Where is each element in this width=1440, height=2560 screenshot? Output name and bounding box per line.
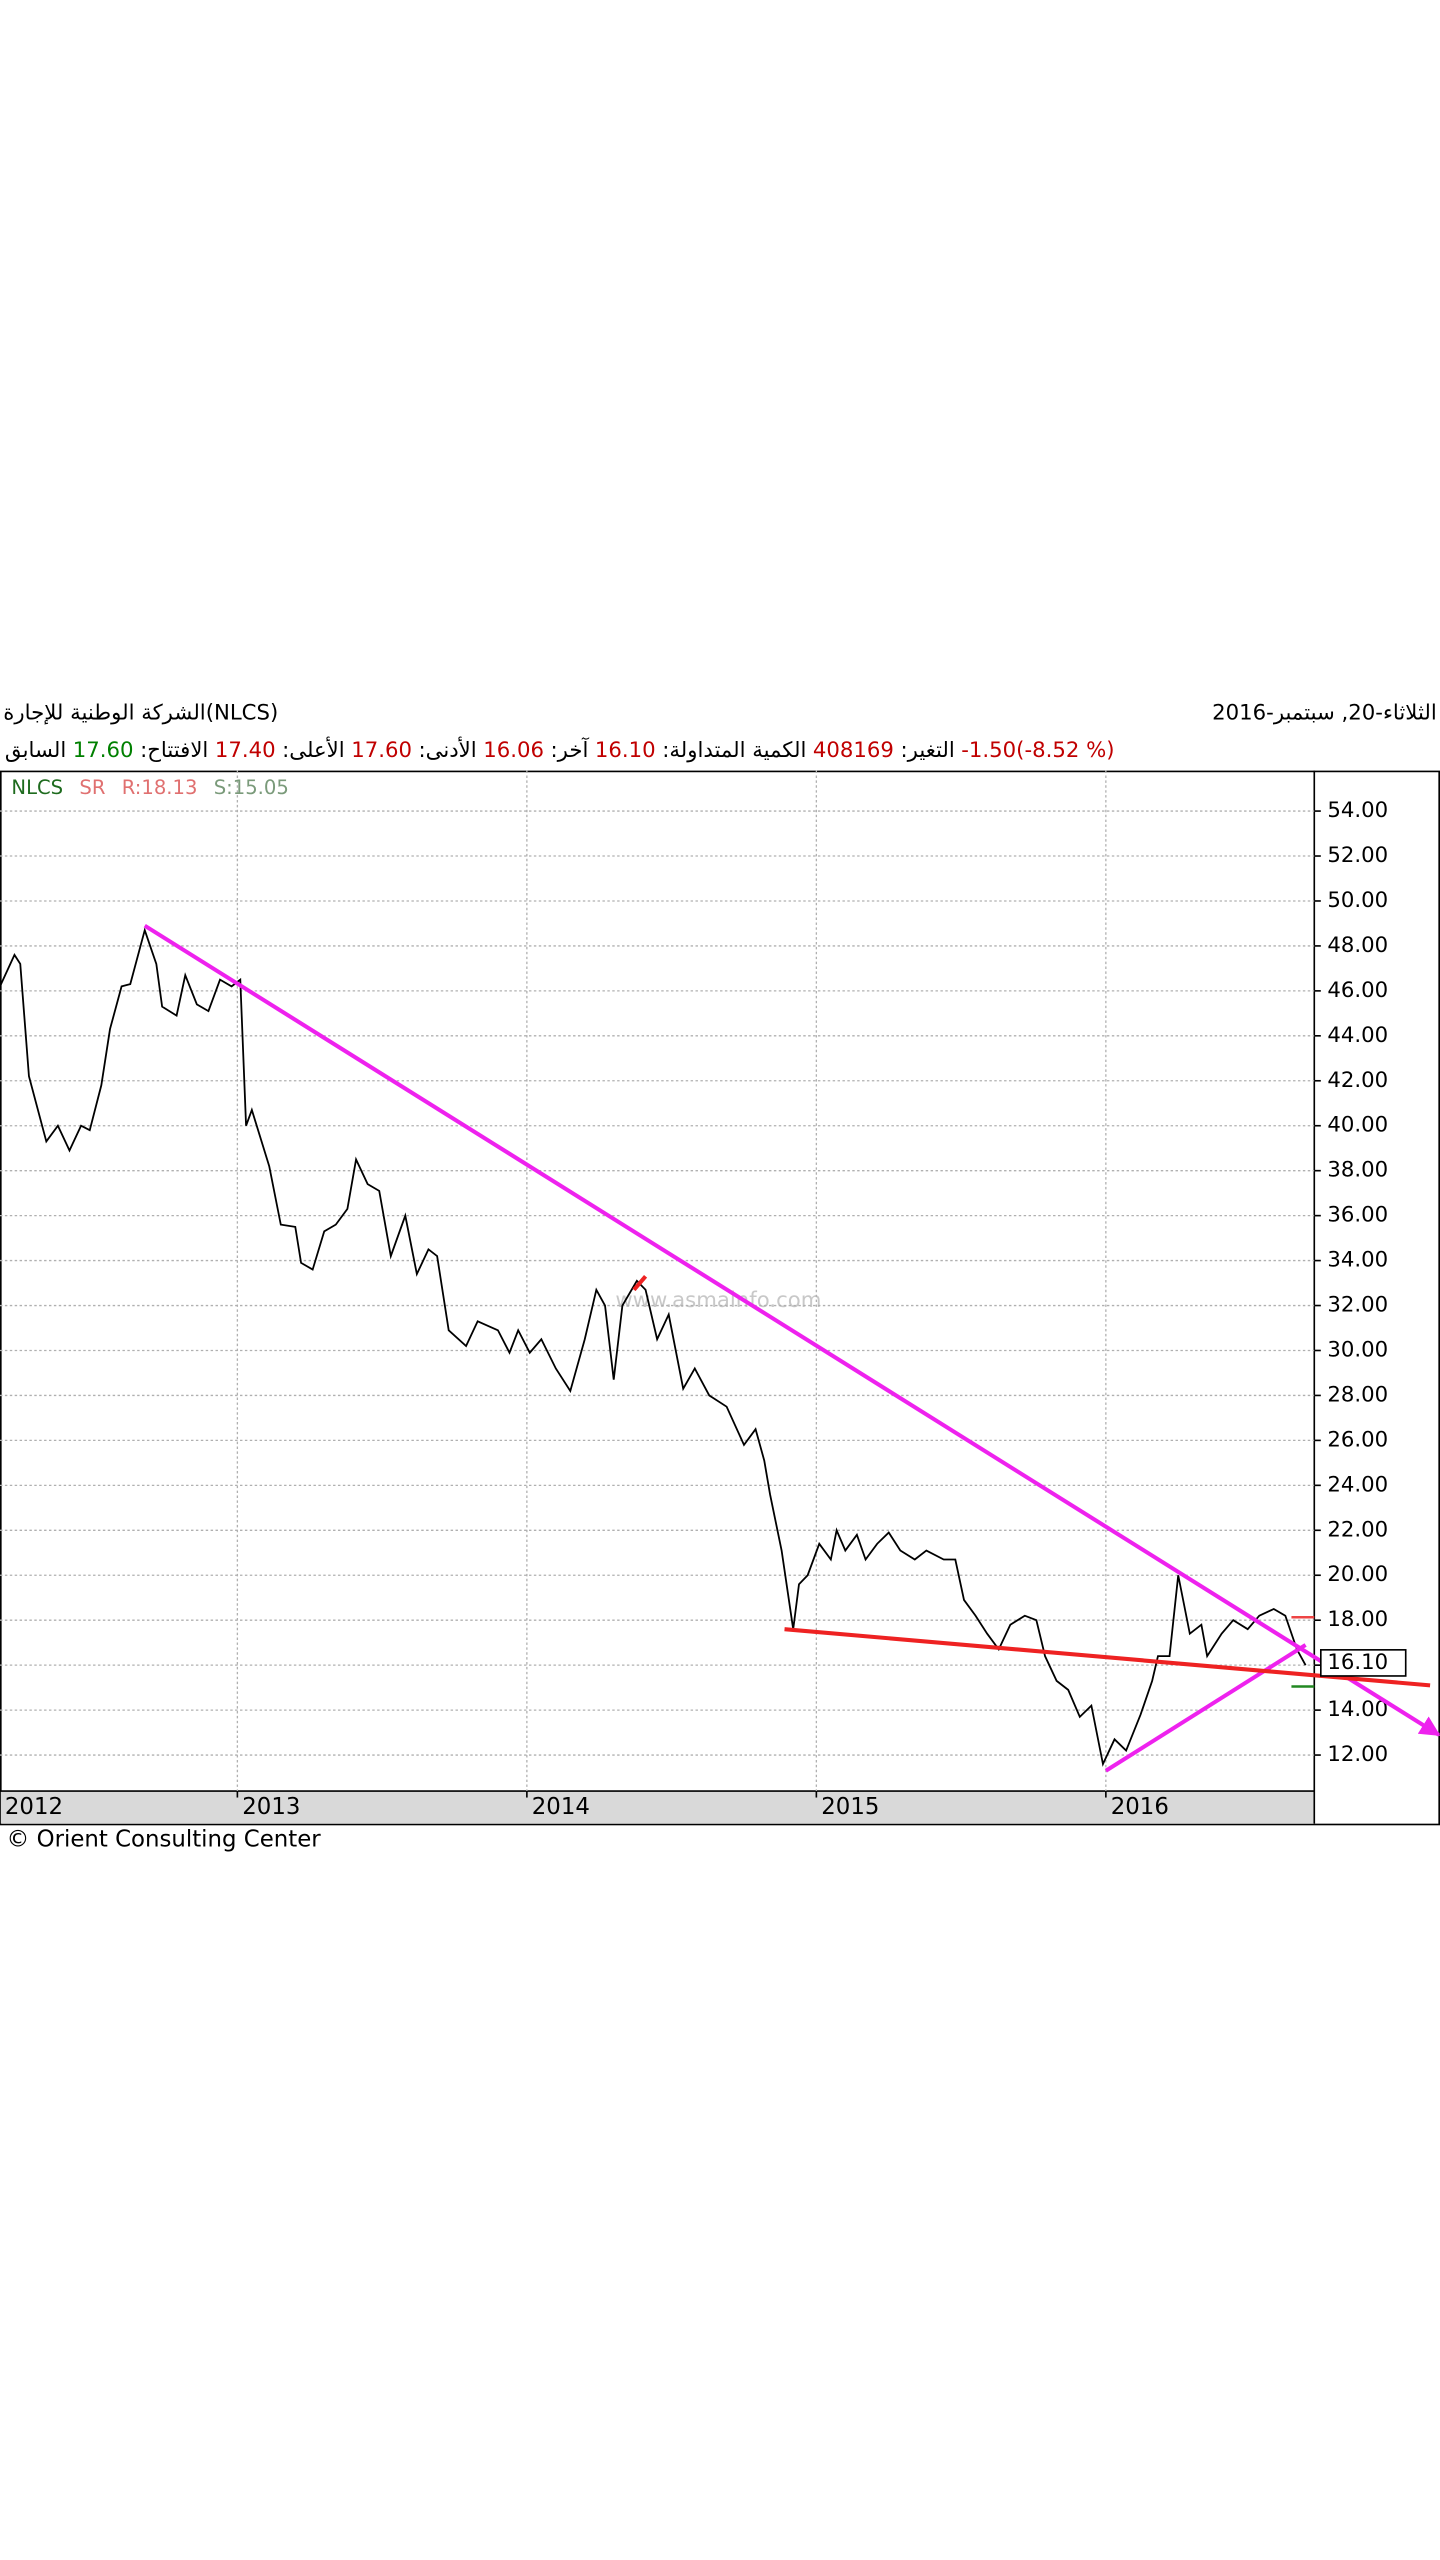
quote-item: :الكمية المتداولة	[662, 738, 806, 763]
legend-item: SR	[79, 776, 105, 799]
y-tick-label: 54.00	[1327, 798, 1388, 823]
trend-line	[143, 923, 1440, 1737]
plot-area	[0, 927, 1307, 1767]
quote-item: 17.60	[73, 738, 134, 763]
y-tick-label: 22.00	[1327, 1517, 1388, 1542]
y-tick-label: 30.00	[1327, 1337, 1388, 1362]
last-price-box	[1319, 1649, 1407, 1677]
quote-item: السابق	[5, 738, 66, 763]
trend-line	[632, 1274, 648, 1292]
y-tick-label: 36.00	[1327, 1203, 1388, 1228]
y-tick-label: 40.00	[1327, 1113, 1388, 1138]
last-price-label: 16.10	[1327, 1650, 1388, 1675]
y-tick-label: 44.00	[1327, 1023, 1388, 1048]
footer: © Orient Consulting Center	[7, 1826, 322, 1852]
chart-body: www.asmainfo.com الثلاثاء-20, سبتمبر-201…	[0, 700, 1440, 1852]
quote-item: :الافتتاح	[140, 738, 208, 763]
y-tick-label: 28.00	[1327, 1382, 1388, 1407]
quote-item: :آخر	[551, 736, 590, 763]
y-tick-label: 24.00	[1327, 1472, 1388, 1497]
quote-item: :التغير	[900, 738, 954, 763]
quote-item: 17.60	[351, 738, 412, 763]
x-tick-label: 2015	[821, 1794, 879, 1820]
legend-item: R:18.13	[122, 776, 198, 799]
legend-item: S:15.05	[214, 776, 289, 799]
x-tick-label: 2012	[5, 1794, 63, 1820]
chart-title: الشركة الوطنية للإجارة(NLCS)	[3, 700, 278, 725]
quote-item: 408169	[813, 738, 894, 763]
x-tick-label: 2016	[1111, 1794, 1169, 1820]
trend-line	[1104, 1643, 1307, 1773]
y-tick-label: 46.00	[1327, 978, 1388, 1003]
y-tick-label: 32.00	[1327, 1293, 1388, 1318]
y-tick-label: 20.00	[1327, 1562, 1388, 1587]
x-tick-label: 2014	[532, 1794, 590, 1820]
price-line	[0, 927, 1307, 1767]
quote-item: 17.40	[215, 738, 276, 763]
y-tick-label: 50.00	[1327, 888, 1388, 913]
quote-item: :الأعلى	[282, 736, 345, 763]
x-axis-band	[0, 1791, 1315, 1824]
quote-item: 16.10	[595, 738, 656, 763]
y-tick-label: 48.00	[1327, 933, 1388, 958]
y-tick-label: 12.00	[1327, 1742, 1388, 1767]
quote-item: -1.50(-8.52 %)	[961, 738, 1114, 763]
quote-item: 16.06	[483, 738, 544, 763]
y-tick-label: 34.00	[1327, 1248, 1388, 1273]
date: الثلاثاء-20, سبتمبر-2016	[1212, 700, 1437, 725]
x-tick-label: 2013	[242, 1794, 300, 1820]
legend-item: NLCS	[11, 776, 63, 799]
y-tick-label: 18.00	[1327, 1607, 1388, 1632]
frame	[0, 770, 1440, 1826]
quote-item: :الأدنى	[418, 736, 476, 763]
y-tick-label: 52.00	[1327, 843, 1388, 868]
y-tick-label: 14.00	[1327, 1697, 1388, 1722]
y-tick-label: 26.00	[1327, 1427, 1388, 1452]
y-tick-label: 42.00	[1327, 1068, 1388, 1093]
y-tick-label: 38.00	[1327, 1158, 1388, 1183]
